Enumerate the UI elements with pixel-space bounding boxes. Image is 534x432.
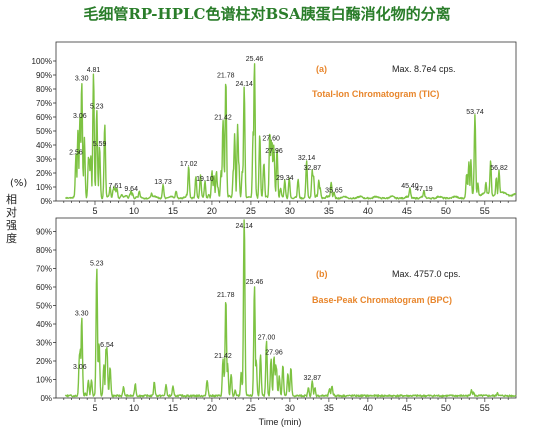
peak-label: 27.96: [265, 349, 283, 356]
peak-label: 56.82: [490, 165, 508, 172]
x-tick-label: 25: [246, 403, 256, 413]
y-tick-label: 60%: [36, 113, 52, 122]
y-tick-label: 80%: [36, 85, 52, 94]
x-tick-label: 20: [207, 206, 217, 216]
peak-label: 27.96: [265, 148, 283, 155]
max-intensity-label: Max. 4757.0 cps.: [392, 269, 461, 279]
x-tick-label: 40: [363, 206, 373, 216]
peak-label: 17.02: [180, 161, 198, 168]
peak-label: 32.87: [304, 165, 322, 172]
y-axis-unit: (%): [10, 178, 28, 189]
series-name: Base-Peak Chromatogram (BPC): [312, 295, 452, 305]
y-tick-label: 20%: [36, 169, 52, 178]
max-intensity-label: Max. 8.7e4 cps.: [392, 64, 456, 74]
peak-label: 21.42: [214, 353, 232, 360]
plot-frame: [55, 217, 517, 399]
y-tick-label: 30%: [36, 155, 52, 164]
peak-label: 5.23: [90, 103, 104, 110]
y-tick-label: 0%: [40, 394, 52, 403]
x-tick-label: 30: [285, 206, 295, 216]
x-tick-label: 15: [168, 403, 178, 413]
x-tick-label: 55: [480, 206, 490, 216]
y-axis-label: 相对强度: [6, 193, 17, 245]
panel-label: (b): [316, 269, 328, 279]
y-tick-label: 90%: [36, 71, 52, 80]
y-tick-label: 10%: [36, 376, 52, 385]
y-tick-label: 50%: [36, 127, 52, 136]
y-tick-label: 100%: [32, 57, 52, 66]
panel-label: (a): [316, 64, 327, 74]
y-tick-label: 60%: [36, 283, 52, 292]
panel-bpc: 0% 10% 20% 30% 40% 50% 60% 70% 80% 90% 5 10 15 20 25 30…: [36, 217, 517, 413]
y-tick-label: 40%: [36, 141, 52, 150]
y-tick-label: 80%: [36, 246, 52, 255]
x-axis-label: Time (min): [259, 417, 302, 427]
peak-label: 35.65: [325, 187, 343, 194]
y-tick-label: 90%: [36, 228, 52, 237]
peak-label: 25.46: [246, 56, 264, 63]
series-name: Total-Ion Chromatogram (TIC): [312, 89, 439, 99]
y-tick-label: 70%: [36, 265, 52, 274]
y-tick-label: 50%: [36, 302, 52, 311]
x-tick-label: 35: [324, 206, 334, 216]
x-tick-label: 50: [441, 206, 451, 216]
peak-label: 25.46: [246, 279, 264, 286]
x-tick-label: 20: [207, 403, 217, 413]
x-tick-label: 40: [363, 403, 373, 413]
peak-label: 53.74: [466, 109, 484, 116]
peak-label: 2.56: [69, 150, 83, 157]
peak-label: 29.34: [276, 175, 294, 182]
y-tick-label: 40%: [36, 320, 52, 329]
peak-label: 19.10: [196, 176, 214, 183]
peak-label: 27.00: [258, 335, 276, 342]
x-tick-label: 45: [402, 403, 412, 413]
peak-label: 7.61: [109, 183, 123, 190]
x-tick-label: 25: [246, 206, 256, 216]
peak-label: 27.60: [262, 136, 280, 143]
x-tick-label: 5: [92, 206, 97, 216]
chromatogram-trace: [64, 219, 517, 398]
x-tick-label: 10: [129, 206, 139, 216]
x-tick-label: 55: [480, 403, 490, 413]
panel-tic: 0% 10% 20% 30% 40% 50% 60% 70% 80% 90% 100% 5 10 15 20…: [32, 41, 517, 216]
x-tick-label: 5: [92, 403, 97, 413]
x-tick-label: 30: [285, 403, 295, 413]
x-tick-label: 50: [441, 403, 451, 413]
peak-label: 21.42: [214, 115, 232, 122]
peak-label: 3.30: [75, 310, 89, 317]
x-tick-label: 45: [402, 206, 412, 216]
peak-label: 5.23: [90, 261, 104, 268]
figure-title: 毛细管RP-HPLC色谱柱对BSA胰蛋白酶消化物的分离: [83, 5, 451, 23]
peak-label: 21.78: [217, 292, 235, 299]
peak-label: 9.64: [124, 186, 138, 193]
plot-frame: [55, 41, 517, 202]
peak-label: 24.14: [235, 223, 253, 230]
y-tick-label: 10%: [36, 183, 52, 192]
peak-label: 3.06: [73, 364, 87, 371]
peak-label: 32.14: [298, 155, 316, 162]
peak-label: 45.40: [401, 183, 419, 190]
peak-label: 21.78: [217, 73, 235, 80]
x-tick-label: 35: [324, 403, 334, 413]
peak-label: 3.30: [75, 75, 89, 82]
y-tick-label: 0%: [40, 197, 52, 206]
y-tick-label: 70%: [36, 99, 52, 108]
x-tick-label: 10: [129, 403, 139, 413]
y-tick-label: 30%: [36, 339, 52, 348]
peak-label: 4.81: [87, 67, 101, 74]
peak-label: 32.87: [304, 375, 322, 382]
peak-label: 13.73: [154, 179, 172, 186]
peak-label: 3.06: [73, 113, 87, 120]
y-tick-label: 20%: [36, 357, 52, 366]
peak-label: 5.59: [93, 141, 107, 148]
peak-label: 47.19: [415, 186, 433, 193]
x-tick-label: 15: [168, 206, 178, 216]
peak-label: 24.14: [235, 81, 253, 88]
chromatogram-trace: [64, 63, 517, 200]
peak-label: 6.54: [100, 342, 114, 349]
